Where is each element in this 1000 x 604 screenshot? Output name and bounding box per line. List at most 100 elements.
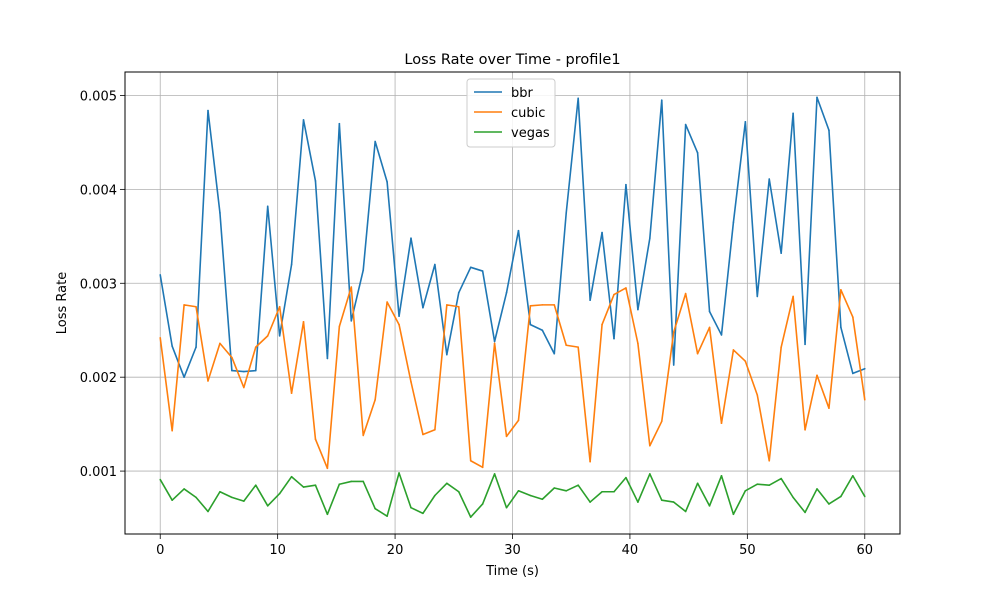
data-point-cubic xyxy=(243,386,245,389)
data-point-cubic xyxy=(219,342,221,345)
data-point-vegas xyxy=(816,488,818,490)
x-axis-label: Time (s) xyxy=(485,564,539,579)
data-point-vegas xyxy=(398,472,400,474)
data-point-cubic xyxy=(350,286,353,288)
data-point-vegas xyxy=(637,501,639,503)
data-point-vegas xyxy=(374,507,376,510)
data-point-bbr xyxy=(386,181,388,183)
data-point-cubic xyxy=(660,420,663,423)
data-point-vegas xyxy=(195,496,197,499)
data-point-vegas xyxy=(266,505,269,507)
data-point-cubic xyxy=(637,342,639,345)
data-point-bbr xyxy=(219,212,221,214)
data-point-bbr xyxy=(398,315,400,317)
data-point-bbr xyxy=(159,274,162,276)
data-point-vegas xyxy=(183,488,185,490)
data-point-bbr xyxy=(780,252,782,255)
data-point-bbr xyxy=(816,96,818,99)
data-point-cubic xyxy=(649,444,651,447)
data-point-vegas xyxy=(696,482,699,485)
data-point-cubic xyxy=(410,381,412,383)
data-point-cubic xyxy=(553,304,556,306)
data-point-bbr xyxy=(183,376,185,378)
data-point-vegas xyxy=(613,490,615,493)
legend-box xyxy=(466,78,556,148)
data-point-bbr xyxy=(278,335,281,337)
data-point-bbr xyxy=(469,266,472,269)
data-point-cubic xyxy=(469,459,472,462)
data-point-bbr xyxy=(362,269,365,271)
data-point-vegas xyxy=(780,477,782,480)
data-point-vegas xyxy=(362,480,365,483)
data-point-vegas xyxy=(171,499,173,502)
data-point-bbr xyxy=(708,310,711,313)
data-point-vegas xyxy=(505,506,508,509)
data-point-vegas xyxy=(684,510,687,513)
data-point-cubic xyxy=(457,305,460,308)
data-point-cubic xyxy=(625,287,627,289)
data-point-vegas xyxy=(672,501,675,503)
data-point-vegas xyxy=(541,498,544,501)
data-point-cubic xyxy=(768,459,771,462)
data-point-cubic xyxy=(565,344,568,347)
data-point-vegas xyxy=(863,495,866,498)
data-point-cubic xyxy=(422,433,424,436)
data-point-cubic xyxy=(254,346,257,348)
data-point-vegas xyxy=(493,473,496,475)
data-point-cubic xyxy=(601,323,603,326)
series-line-cubic xyxy=(159,286,866,470)
data-point-cubic xyxy=(780,346,782,348)
data-point-cubic xyxy=(613,293,615,296)
data-point-vegas xyxy=(290,475,293,478)
data-point-vegas xyxy=(720,474,723,477)
data-point-bbr xyxy=(720,334,723,336)
data-point-cubic xyxy=(517,419,520,422)
chart-title: Loss Rate over Time - profile1 xyxy=(404,52,620,68)
data-point-vegas xyxy=(446,482,448,485)
data-point-vegas xyxy=(601,490,603,493)
data-point-bbr xyxy=(457,291,460,294)
series-line-bbr xyxy=(159,96,866,378)
data-point-bbr xyxy=(792,112,794,115)
data-point-vegas xyxy=(434,494,436,497)
data-point-bbr xyxy=(493,340,496,343)
data-point-cubic xyxy=(195,305,197,308)
data-point-vegas xyxy=(565,490,568,492)
y-axis-label: Loss Rate xyxy=(55,272,70,334)
data-point-bbr xyxy=(290,263,293,266)
data-point-cubic xyxy=(529,305,532,307)
data-point-vegas xyxy=(732,513,735,516)
data-point-bbr xyxy=(660,99,663,101)
data-point-vegas xyxy=(828,503,830,505)
data-point-cubic xyxy=(720,422,723,425)
data-point-bbr xyxy=(517,229,520,232)
data-point-cubic xyxy=(278,305,281,308)
data-point-bbr xyxy=(756,295,759,298)
data-point-vegas xyxy=(410,506,412,509)
data-point-bbr xyxy=(744,120,747,123)
data-point-vegas xyxy=(589,501,591,503)
data-point-cubic xyxy=(266,335,269,337)
data-point-bbr xyxy=(243,370,245,373)
data-point-cubic xyxy=(171,429,173,432)
data-point-vegas xyxy=(386,515,388,517)
data-point-cubic xyxy=(696,352,699,355)
data-point-cubic xyxy=(684,292,687,295)
data-point-vegas xyxy=(852,474,854,477)
x-tick-label: 30 xyxy=(504,543,521,558)
data-point-bbr xyxy=(350,320,353,322)
data-point-vegas xyxy=(708,505,711,507)
data-point-vegas xyxy=(314,484,317,486)
y-tick-label: 0.001 xyxy=(80,465,117,480)
data-point-vegas xyxy=(159,478,162,481)
data-point-vegas xyxy=(660,499,663,502)
data-point-cubic xyxy=(804,428,806,431)
x-tick-label: 60 xyxy=(856,543,873,558)
x-tick-label: 40 xyxy=(622,543,639,558)
data-point-vegas xyxy=(350,480,353,483)
data-point-vegas xyxy=(517,490,520,492)
data-point-bbr xyxy=(565,212,568,214)
legend-label-cubic: cubic xyxy=(511,106,545,121)
data-point-bbr xyxy=(732,221,735,224)
